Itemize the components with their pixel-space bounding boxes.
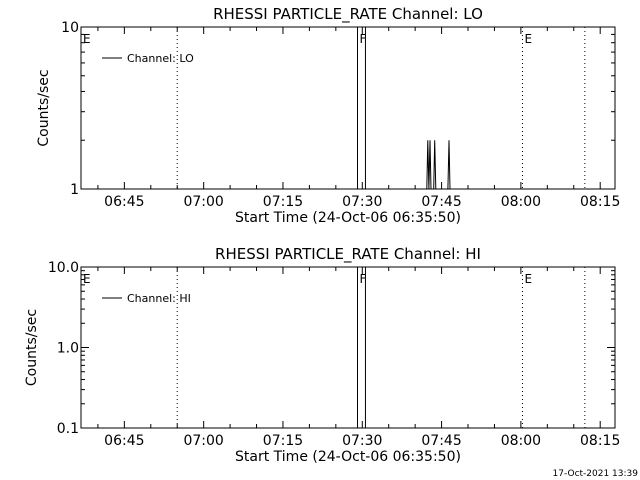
marker-label: F <box>360 32 367 46</box>
marker-label: E <box>524 32 532 46</box>
y-axis-label: Counts/sec <box>24 309 40 386</box>
x-tick-label: 07:15 <box>263 194 303 210</box>
x-tick-label: 06:45 <box>104 433 144 449</box>
chart-title: RHESSI PARTICLE_RATE Channel: HI <box>215 245 481 264</box>
x-axis-label: Start Time (24-Oct-06 06:35:50) <box>235 210 461 226</box>
footer-timestamp: 17-Oct-2021 13:39 <box>552 469 638 479</box>
y-tick-label: 10.0 <box>48 260 79 276</box>
y-tick-label: 0.1 <box>57 421 79 437</box>
x-tick-label: 07:45 <box>421 194 461 210</box>
x-tick-label: 08:00 <box>501 194 541 210</box>
marker-label: E <box>83 32 91 46</box>
legend-label: Channel: HI <box>127 292 191 305</box>
legend-label: Channel: LO <box>127 52 194 65</box>
y-axis-label: Counts/sec <box>36 69 52 146</box>
y-tick-label: 10 <box>61 20 79 36</box>
hi-channel-panel: RHESSI PARTICLE_RATE Channel: HI 06:45 07:… <box>24 245 620 465</box>
x-tick-label: 07:45 <box>421 433 461 449</box>
data-series-line <box>426 140 451 190</box>
x-tick-label: 08:15 <box>580 194 620 210</box>
x-axis-label: Start Time (24-Oct-06 06:35:50) <box>235 449 461 465</box>
y-tick-label: 1 <box>70 182 79 198</box>
marker-label: E <box>83 272 91 286</box>
x-tick-label: 08:15 <box>580 433 620 449</box>
x-tick-label: 06:45 <box>104 194 144 210</box>
x-tick-label: 07:30 <box>342 433 382 449</box>
x-tick-label: 07:15 <box>263 433 303 449</box>
chart-title: RHESSI PARTICLE_RATE Channel: LO <box>213 5 483 24</box>
marker-label: E <box>524 272 532 286</box>
x-tick-label: 07:00 <box>183 433 223 449</box>
x-tick-label: 07:00 <box>183 194 223 210</box>
y-tick-label: 1.0 <box>57 341 79 357</box>
lo-channel-panel: RHESSI PARTICLE_RATE Channel: LO 06:45 07:… <box>36 5 620 226</box>
x-tick-label: 08:00 <box>501 433 541 449</box>
marker-label: F <box>360 272 367 286</box>
x-tick-label: 07:30 <box>342 194 382 210</box>
